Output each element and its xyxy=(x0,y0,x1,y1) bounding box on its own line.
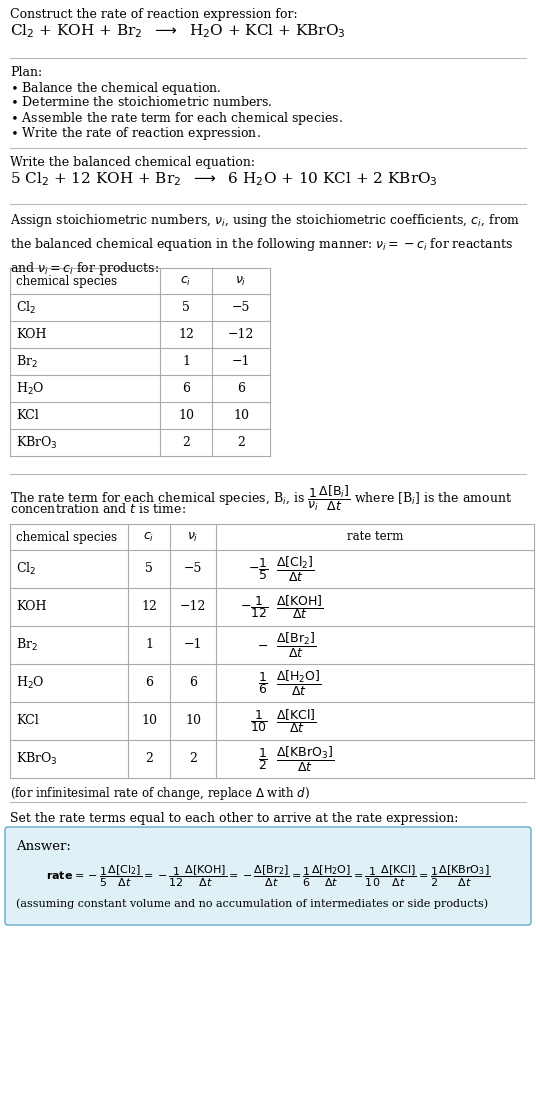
Text: $\dfrac{\Delta[\mathrm{KOH}]}{\Delta t}$: $\dfrac{\Delta[\mathrm{KOH}]}{\Delta t}$ xyxy=(276,593,324,620)
FancyBboxPatch shape xyxy=(5,827,531,925)
Text: 6: 6 xyxy=(189,676,197,689)
Text: KCl: KCl xyxy=(16,715,39,727)
Text: 2: 2 xyxy=(189,753,197,765)
Text: $-$: $-$ xyxy=(257,638,268,652)
Text: 5: 5 xyxy=(182,301,190,314)
Text: 10: 10 xyxy=(178,409,194,421)
Text: Cl$_2$: Cl$_2$ xyxy=(16,560,36,577)
Text: 6: 6 xyxy=(145,676,153,689)
Text: 2: 2 xyxy=(237,436,245,449)
Text: rate term: rate term xyxy=(347,530,403,544)
Text: Set the rate terms equal to each other to arrive at the rate expression:: Set the rate terms equal to each other t… xyxy=(10,812,458,825)
Text: $\bullet$ Balance the chemical equation.: $\bullet$ Balance the chemical equation. xyxy=(10,80,222,97)
Text: (assuming constant volume and no accumulation of intermediates or side products): (assuming constant volume and no accumul… xyxy=(16,898,488,909)
Text: KBrO$_3$: KBrO$_3$ xyxy=(16,435,58,450)
Text: Construct the rate of reaction expression for:: Construct the rate of reaction expressio… xyxy=(10,8,297,21)
Text: 6: 6 xyxy=(237,383,245,395)
Text: 2: 2 xyxy=(145,753,153,765)
Text: (for infinitesimal rate of change, replace $\Delta$ with $d$): (for infinitesimal rate of change, repla… xyxy=(10,785,310,802)
Text: $\nu_i$: $\nu_i$ xyxy=(187,530,199,544)
Text: 5: 5 xyxy=(145,563,153,576)
Text: 10: 10 xyxy=(233,409,249,421)
Text: −5: −5 xyxy=(232,301,250,314)
Text: $c_i$: $c_i$ xyxy=(181,275,192,288)
Text: KOH: KOH xyxy=(16,600,47,614)
Text: −1: −1 xyxy=(232,355,250,368)
Text: $\dfrac{\Delta[\mathrm{H_2O}]}{\Delta t}$: $\dfrac{\Delta[\mathrm{H_2O}]}{\Delta t}… xyxy=(276,668,322,697)
Text: 5 Cl$_2$ + 12 KOH + Br$_2$  $\longrightarrow$  6 H$_2$O + 10 KCl + 2 KBrO$_3$: 5 Cl$_2$ + 12 KOH + Br$_2$ $\longrightar… xyxy=(10,170,438,188)
Text: $\nu_i$: $\nu_i$ xyxy=(235,275,247,288)
Text: $\dfrac{\Delta[\mathrm{KBrO_3}]}{\Delta t}$: $\dfrac{\Delta[\mathrm{KBrO_3}]}{\Delta … xyxy=(276,745,334,774)
Text: −5: −5 xyxy=(184,563,202,576)
Text: concentration and $t$ is time:: concentration and $t$ is time: xyxy=(10,502,186,516)
Text: $\bullet$ Determine the stoichiometric numbers.: $\bullet$ Determine the stoichiometric n… xyxy=(10,95,273,109)
Text: 2: 2 xyxy=(182,436,190,449)
Text: −1: −1 xyxy=(184,638,202,652)
Text: $\mathbf{rate} = -\dfrac{1}{5}\dfrac{\Delta[\mathrm{Cl_2}]}{\Delta t} = -\dfrac{: $\mathbf{rate} = -\dfrac{1}{5}\dfrac{\De… xyxy=(46,864,490,890)
Text: $\bullet$ Assemble the rate term for each chemical species.: $\bullet$ Assemble the rate term for eac… xyxy=(10,110,343,127)
Text: 1: 1 xyxy=(182,355,190,368)
Text: Write the balanced chemical equation:: Write the balanced chemical equation: xyxy=(10,156,255,169)
Text: Assign stoichiometric numbers, $\nu_i$, using the stoichiometric coefficients, $: Assign stoichiometric numbers, $\nu_i$, … xyxy=(10,212,520,277)
Text: Br$_2$: Br$_2$ xyxy=(16,637,38,653)
Text: Answer:: Answer: xyxy=(16,840,71,853)
Text: 1: 1 xyxy=(145,638,153,652)
Text: $-\dfrac{1}{12}$: $-\dfrac{1}{12}$ xyxy=(240,594,268,620)
Text: H$_2$O: H$_2$O xyxy=(16,380,44,397)
Text: KCl: KCl xyxy=(16,409,39,421)
Text: −12: −12 xyxy=(180,600,206,614)
Text: chemical species: chemical species xyxy=(16,275,117,288)
Text: KBrO$_3$: KBrO$_3$ xyxy=(16,751,58,767)
Text: 12: 12 xyxy=(141,600,157,614)
Text: $\bullet$ Write the rate of reaction expression.: $\bullet$ Write the rate of reaction exp… xyxy=(10,125,261,142)
Text: −12: −12 xyxy=(228,328,254,341)
Text: The rate term for each chemical species, B$_i$, is $\dfrac{1}{\nu_i}\dfrac{\Delt: The rate term for each chemical species,… xyxy=(10,484,512,513)
Text: chemical species: chemical species xyxy=(16,530,117,544)
Text: 10: 10 xyxy=(141,715,157,727)
Text: $-\dfrac{1}{5}$: $-\dfrac{1}{5}$ xyxy=(248,556,268,582)
Text: 12: 12 xyxy=(178,328,194,341)
Text: KOH: KOH xyxy=(16,328,47,341)
Text: $c_i$: $c_i$ xyxy=(143,530,154,544)
Text: Cl$_2$: Cl$_2$ xyxy=(16,299,36,316)
Text: 10: 10 xyxy=(185,715,201,727)
Text: Br$_2$: Br$_2$ xyxy=(16,354,38,369)
Text: H$_2$O: H$_2$O xyxy=(16,675,44,691)
Text: $\dfrac{1}{10}$: $\dfrac{1}{10}$ xyxy=(250,708,268,734)
Text: $\dfrac{\Delta[\mathrm{Br_2}]}{\Delta t}$: $\dfrac{\Delta[\mathrm{Br_2}]}{\Delta t}… xyxy=(276,631,316,659)
Text: Cl$_2$ + KOH + Br$_2$  $\longrightarrow$  H$_2$O + KCl + KBrO$_3$: Cl$_2$ + KOH + Br$_2$ $\longrightarrow$ … xyxy=(10,22,346,40)
Text: Plan:: Plan: xyxy=(10,66,42,79)
Text: $\dfrac{1}{6}$: $\dfrac{1}{6}$ xyxy=(258,671,268,696)
Text: $\dfrac{\Delta[\mathrm{KCl}]}{\Delta t}$: $\dfrac{\Delta[\mathrm{KCl}]}{\Delta t}$ xyxy=(276,707,317,735)
Text: $\dfrac{1}{2}$: $\dfrac{1}{2}$ xyxy=(258,746,268,772)
Text: 6: 6 xyxy=(182,383,190,395)
Text: $\dfrac{\Delta[\mathrm{Cl_2}]}{\Delta t}$: $\dfrac{\Delta[\mathrm{Cl_2}]}{\Delta t}… xyxy=(276,555,315,584)
